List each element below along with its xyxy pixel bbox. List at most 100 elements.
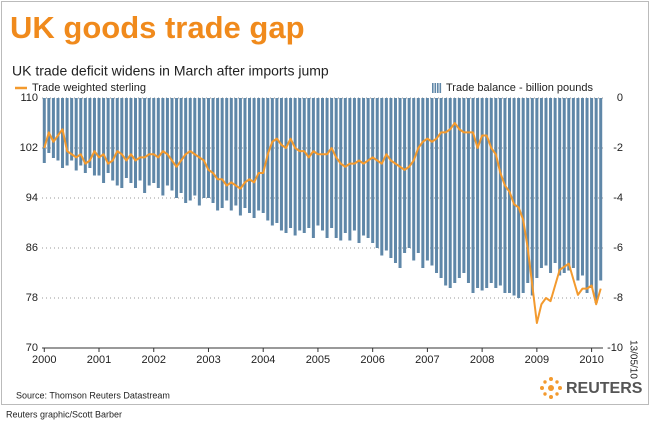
legend-swatch xyxy=(432,83,434,93)
y-tick-label: 70 xyxy=(26,342,38,354)
bar xyxy=(457,98,461,278)
bar xyxy=(170,98,174,191)
bar xyxy=(421,98,425,268)
legend-swatch xyxy=(437,83,439,93)
bar xyxy=(97,98,101,176)
y-tick-label: 86 xyxy=(26,242,38,254)
bar xyxy=(193,98,197,196)
date-note: 13/05/10 xyxy=(627,340,638,379)
x-tick-label: 2001 xyxy=(87,354,111,366)
y2-tick-label: -2 xyxy=(613,142,623,154)
bar xyxy=(375,98,379,248)
bar xyxy=(184,98,188,203)
bar xyxy=(539,98,543,268)
bar xyxy=(102,98,106,183)
bar xyxy=(571,98,575,268)
bar xyxy=(489,98,493,283)
bar xyxy=(448,98,452,288)
legend-label: Trade weighted sterling xyxy=(32,82,146,94)
bar xyxy=(56,98,60,161)
legend-label: Trade balance - billion pounds xyxy=(446,82,593,94)
bar xyxy=(339,98,343,241)
bar xyxy=(494,98,498,288)
source: Source: Thomson Reuters Datastream xyxy=(16,390,170,400)
bar xyxy=(362,98,366,236)
bar xyxy=(580,98,584,276)
y-tick-label: 102 xyxy=(20,142,38,154)
bar xyxy=(325,98,329,238)
y-tick-label: 78 xyxy=(26,292,38,304)
bar xyxy=(334,98,338,238)
bar xyxy=(252,98,256,218)
bar xyxy=(261,98,265,213)
bar xyxy=(147,98,151,186)
line xyxy=(43,122,602,324)
bar xyxy=(111,98,115,181)
bar xyxy=(348,98,352,241)
bar xyxy=(435,98,439,273)
bar xyxy=(179,98,183,193)
bar xyxy=(266,98,270,221)
bar xyxy=(275,98,279,223)
bar xyxy=(384,98,388,251)
bar xyxy=(257,98,261,211)
logo-icon xyxy=(540,377,562,399)
bar xyxy=(138,98,142,181)
bar xyxy=(79,98,83,166)
bar xyxy=(270,98,274,226)
chart-subtitle: UK trade deficit widens in March after i… xyxy=(12,63,329,79)
bar xyxy=(553,98,557,263)
bar xyxy=(175,98,179,198)
bar xyxy=(202,98,206,198)
bar xyxy=(206,98,210,198)
bar xyxy=(366,98,370,238)
bar xyxy=(558,98,562,276)
x-tick-label: 2006 xyxy=(360,354,384,366)
bar xyxy=(485,98,489,288)
bar xyxy=(371,98,375,243)
bar xyxy=(51,98,55,158)
bar xyxy=(83,98,87,173)
bar xyxy=(576,98,580,281)
bar xyxy=(243,98,247,208)
credit: Reuters graphic/Scott Barber xyxy=(6,409,122,419)
bar xyxy=(188,98,192,201)
bar xyxy=(416,98,420,253)
bar xyxy=(444,98,448,286)
x-tick-label: 2000 xyxy=(32,354,56,366)
y-tick-label: 110 xyxy=(20,92,38,104)
bar xyxy=(92,98,96,176)
bar xyxy=(398,98,402,268)
x-tick-label: 2003 xyxy=(196,354,220,366)
bar xyxy=(544,98,548,266)
legend-swatch xyxy=(434,83,437,93)
bar xyxy=(330,98,334,228)
bar xyxy=(430,98,434,266)
bar xyxy=(65,98,69,166)
bar xyxy=(526,98,530,283)
y2-tick-label: 0 xyxy=(617,92,623,104)
bar xyxy=(311,98,315,238)
bar xyxy=(453,98,457,283)
bar xyxy=(307,98,311,228)
bar xyxy=(293,98,297,236)
bar xyxy=(197,98,201,206)
bar xyxy=(234,98,238,206)
x-tick-label: 2004 xyxy=(251,354,275,366)
bar xyxy=(462,98,466,273)
bar xyxy=(129,98,133,183)
x-tick-label: 2008 xyxy=(470,354,494,366)
bar xyxy=(88,98,92,168)
bar xyxy=(289,98,293,228)
bar xyxy=(507,98,512,293)
bar xyxy=(47,98,51,153)
chart-title: UK goods trade gap xyxy=(10,10,305,45)
x-tick-label: 2005 xyxy=(306,354,330,366)
bar xyxy=(74,98,78,171)
bar xyxy=(530,98,534,296)
bar xyxy=(320,98,325,231)
y2-tick-label: -6 xyxy=(613,242,623,254)
bar xyxy=(380,98,384,256)
bar xyxy=(476,98,480,288)
